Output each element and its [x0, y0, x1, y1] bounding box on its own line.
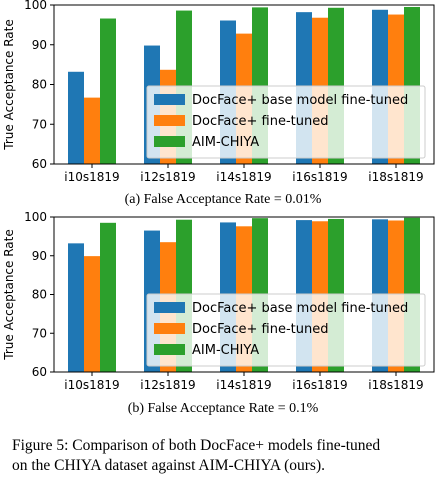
figure-caption-line2: on the CHIYA dataset against AIM-CHIYA (…	[12, 457, 325, 474]
chart-b-bar-docface-base-model-fine-tuned-0	[68, 243, 84, 372]
chart-b-legend-label-0: DocFace+ base model fine-tuned	[192, 301, 408, 316]
chart-b-legend-swatch-2	[154, 344, 185, 355]
chart-b-legend: DocFace+ base model fine-tuned DocFace+ f…	[146, 293, 426, 367]
chart-b-legend-label-2: AIM-CHIYA	[192, 343, 259, 358]
chart-a-legend-label-0: DocFace+ base model fine-tuned	[192, 93, 408, 108]
chart-a-ytick-label-1: 70	[32, 117, 47, 131]
chart-a-xtick-label-1: i12s1819	[140, 170, 195, 184]
chart-a-xtick-label-4: i18s1819	[368, 170, 423, 184]
chart-a-bar-aim-chiya-0	[100, 18, 116, 164]
chart-b-ytick-label-2: 80	[32, 288, 47, 302]
chart-a-legend-label-2: AIM-CHIYA	[192, 135, 259, 150]
figure-caption: Figure 5: Comparison of both DocFace+ mo…	[12, 436, 440, 476]
chart-b-bar-docface-fine-tuned-0	[84, 256, 100, 372]
chart-b-legend-box	[146, 293, 426, 367]
chart-b: DocFace+ base model fine-tuned DocFace+ f…	[2, 212, 435, 392]
chart-a-legend-swatch-0	[154, 94, 185, 105]
chart-a-ytick-label-2: 80	[32, 78, 47, 92]
chart-b-xtick-label-3: i16s1819	[292, 378, 347, 392]
chart-a-ytick-label-3: 90	[32, 38, 47, 52]
chart-a: DocFace+ base model fine-tuned DocFace+ f…	[2, 0, 435, 184]
chart-a-ylabel: True Acceptance Rate	[2, 19, 16, 150]
subcaption-b: (b) False Acceptance Rate = 0.1%	[127, 401, 319, 416]
chart-b-ytick-label-0: 60	[32, 365, 47, 379]
chart-b-legend-swatch-0	[154, 302, 185, 313]
chart-b-legend-label-1: DocFace+ fine-tuned	[192, 322, 328, 337]
chart-b-xtick-label-2: i14s1819	[216, 378, 271, 392]
chart-b-ytick-label-3: 90	[32, 249, 47, 263]
chart-b-bar-aim-chiya-0	[100, 222, 116, 372]
subcaption-a: (a) False Acceptance Rate = 0.01%	[124, 192, 322, 207]
chart-a-legend-label-1: DocFace+ fine-tuned	[192, 114, 328, 129]
chart-a-xtick-label-2: i14s1819	[216, 170, 271, 184]
chart-a-ytick-label-0: 60	[32, 157, 47, 171]
chart-b-ytick-label-4: 100	[24, 212, 47, 224]
chart-a-legend-swatch-2	[154, 136, 185, 147]
chart-b-xtick-label-4: i18s1819	[368, 378, 423, 392]
chart-a-legend: DocFace+ base model fine-tuned DocFace+ f…	[146, 85, 426, 159]
chart-b-xtick-label-0: i10s1819	[64, 378, 119, 392]
figure-caption-line1: Figure 5: Comparison of both DocFace+ mo…	[12, 437, 381, 454]
chart-a-legend-swatch-1	[154, 115, 185, 126]
chart-a-xtick-label-3: i16s1819	[292, 170, 347, 184]
chart-b-ylabel: True Acceptance Rate	[2, 229, 16, 360]
chart-a-bar-docface-fine-tuned-0	[84, 97, 100, 164]
chart-a-bar-docface-base-model-fine-tuned-0	[68, 71, 84, 164]
chart-b-legend-swatch-1	[154, 323, 185, 334]
chart-a-xtick-label-0: i10s1819	[64, 170, 119, 184]
chart-a-legend-box	[146, 85, 426, 159]
chart-a-ytick-label-4: 100	[24, 0, 47, 12]
chart-b-ytick-label-1: 70	[32, 326, 47, 340]
chart-b-xtick-label-1: i12s1819	[140, 378, 195, 392]
